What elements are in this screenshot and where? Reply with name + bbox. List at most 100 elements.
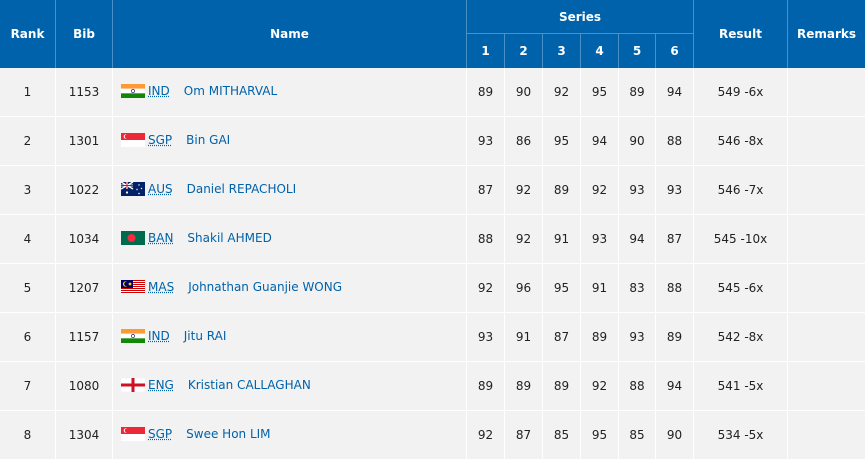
series-4-cell: 89 [580, 313, 618, 361]
table-row: 8 1304 SGP Swee Hon LIM 92 87 85 95 85 90 534 -5x [0, 411, 865, 460]
series-6-cell: 88 [655, 264, 693, 312]
result-cell: 549 -6x [693, 68, 787, 116]
ind-flag-icon [121, 329, 145, 343]
series-5-cell: 94 [618, 215, 655, 263]
rank-cell: 3 [23, 183, 32, 197]
ban-flag-icon [121, 231, 145, 245]
rank-cell: 5 [23, 281, 32, 295]
noc-code-link[interactable]: IND [148, 329, 170, 343]
noc-code-link[interactable]: SGP [148, 427, 173, 441]
series-6-cell: 89 [655, 313, 693, 361]
series-4-cell: 93 [580, 215, 618, 263]
bib-cell: 1080 [55, 362, 112, 410]
rank-cell: 7 [23, 379, 32, 393]
athlete-name-link[interactable]: Jitu RAI [183, 329, 227, 343]
series-3-cell: 89 [542, 166, 580, 214]
series-3-cell: 89 [542, 362, 580, 410]
athlete-name-link[interactable]: Swee Hon LIM [186, 427, 271, 441]
series-5-cell: 93 [618, 313, 655, 361]
remarks-cell [787, 313, 865, 361]
noc-code-link[interactable]: MAS [148, 280, 175, 294]
noc-code-link[interactable]: SGP [148, 133, 173, 147]
header-series-6[interactable]: 6 [655, 34, 693, 68]
noc-code-link[interactable]: AUS [148, 182, 173, 196]
remarks-cell [787, 117, 865, 165]
result-cell: 541 -5x [693, 362, 787, 410]
athlete-name-link[interactable]: Shakil AHMED [187, 231, 272, 245]
result-cell: 546 -8x [693, 117, 787, 165]
name-cell: SGP Bin GAI [112, 117, 466, 165]
series-5-cell: 88 [618, 362, 655, 410]
sgp-flag-icon [121, 427, 145, 441]
remarks-cell [787, 362, 865, 410]
result-cell: 546 -7x [693, 166, 787, 214]
series-3-cell: 92 [542, 68, 580, 116]
header-name[interactable]: Name [112, 0, 466, 68]
athlete-name-link[interactable]: Kristian CALLAGHAN [187, 378, 311, 392]
table-row: 1 1153 IND Om MITHARVAL 89 90 92 95 89 94 549 -6x [0, 68, 865, 117]
series-4-cell: 95 [580, 411, 618, 459]
series-1-cell: 89 [466, 68, 504, 116]
rank-cell: 1 [23, 85, 32, 99]
series-4-cell: 92 [580, 362, 618, 410]
header-series-2[interactable]: 2 [504, 34, 542, 68]
header-series-1[interactable]: 1 [466, 34, 504, 68]
series-5-cell: 85 [618, 411, 655, 459]
series-3-cell: 87 [542, 313, 580, 361]
header-series-5[interactable]: 5 [618, 34, 655, 68]
header-series-4[interactable]: 4 [580, 34, 618, 68]
name-cell: BAN Shakil AHMED [112, 215, 466, 263]
table-row: 2 1301 SGP Bin GAI 93 86 95 94 90 88 546 -8x [0, 117, 865, 166]
name-cell: ENG Kristian CALLAGHAN [112, 362, 466, 410]
series-6-cell: 94 [655, 68, 693, 116]
series-4-cell: 95 [580, 68, 618, 116]
athlete-name-link[interactable]: Om MITHARVAL [183, 84, 278, 98]
mas-flag-icon [121, 280, 145, 294]
series-4-cell: 94 [580, 117, 618, 165]
athlete-name-link[interactable]: Bin GAI [186, 133, 231, 147]
header-result[interactable]: Result [693, 0, 787, 68]
table-row: 6 1157 IND Jitu RAI 93 91 87 89 93 89 542 -8x [0, 313, 865, 362]
bib-cell: 1157 [55, 313, 112, 361]
athlete-name-link[interactable]: Johnathan Guanjie WONG [188, 280, 343, 294]
rank-cell: 6 [23, 330, 32, 344]
header-series-3[interactable]: 3 [542, 34, 580, 68]
series-2-cell: 89 [504, 362, 542, 410]
remarks-cell [787, 411, 865, 459]
header-bib[interactable]: Bib [55, 0, 112, 68]
athlete-name-link[interactable]: Daniel REPACHOLI [186, 182, 297, 196]
name-cell: MAS Johnathan Guanjie WONG [112, 264, 466, 312]
series-5-cell: 93 [618, 166, 655, 214]
series-6-cell: 88 [655, 117, 693, 165]
name-cell: IND Om MITHARVAL [112, 68, 466, 116]
noc-code-link[interactable]: BAN [148, 231, 174, 245]
series-2-cell: 96 [504, 264, 542, 312]
series-1-cell: 92 [466, 264, 504, 312]
noc-code-link[interactable]: IND [148, 84, 170, 98]
bib-cell: 1304 [55, 411, 112, 459]
ind-flag-icon [121, 84, 145, 98]
result-cell: 542 -8x [693, 313, 787, 361]
rank-cell: 4 [23, 232, 32, 246]
name-cell: SGP Swee Hon LIM [112, 411, 466, 459]
series-1-cell: 92 [466, 411, 504, 459]
series-1-cell: 89 [466, 362, 504, 410]
series-4-cell: 92 [580, 166, 618, 214]
series-2-cell: 92 [504, 215, 542, 263]
rank-cell: 8 [23, 428, 32, 442]
table-row: 5 1207 MAS Johnathan Guanjie WONG 92 96 95 91 83… [0, 264, 865, 313]
series-4-cell: 91 [580, 264, 618, 312]
eng-flag-icon [120, 377, 146, 393]
remarks-cell [787, 68, 865, 116]
noc-code-link[interactable]: ENG [148, 378, 174, 392]
series-3-cell: 95 [542, 117, 580, 165]
series-3-cell: 95 [542, 264, 580, 312]
header-remarks[interactable]: Remarks [787, 0, 865, 68]
result-cell: 545 -6x [693, 264, 787, 312]
table-row: 4 1034 BAN Shakil AHMED 88 92 91 93 94 87 545 -10x [0, 215, 865, 264]
table-row: 3 1022 AUS Daniel REPACHOLI 87 92 89 92 93 93 546 … [0, 166, 865, 215]
header-rank[interactable]: Rank [10, 27, 45, 41]
bib-cell: 1207 [55, 264, 112, 312]
series-2-cell: 86 [504, 117, 542, 165]
series-1-cell: 88 [466, 215, 504, 263]
